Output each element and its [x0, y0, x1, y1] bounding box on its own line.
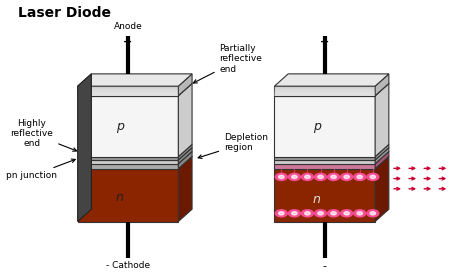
Polygon shape: [78, 74, 192, 86]
Polygon shape: [274, 90, 375, 91]
Polygon shape: [78, 157, 192, 169]
Polygon shape: [274, 164, 375, 169]
Circle shape: [318, 175, 323, 179]
Text: Anode: Anode: [114, 23, 142, 32]
Polygon shape: [78, 87, 178, 88]
Polygon shape: [178, 144, 192, 160]
Polygon shape: [78, 86, 178, 87]
Polygon shape: [375, 74, 389, 96]
Circle shape: [344, 175, 349, 179]
Text: Highly
reflective
end: Highly reflective end: [10, 119, 77, 151]
Circle shape: [370, 175, 375, 179]
Circle shape: [370, 212, 375, 215]
Polygon shape: [78, 90, 178, 91]
Polygon shape: [274, 91, 375, 92]
Circle shape: [275, 210, 287, 217]
Circle shape: [279, 175, 284, 179]
Text: n: n: [313, 193, 320, 206]
Circle shape: [344, 212, 349, 215]
Circle shape: [367, 173, 379, 181]
Text: -: -: [323, 261, 327, 271]
Polygon shape: [178, 148, 192, 164]
Circle shape: [341, 210, 353, 217]
Polygon shape: [274, 86, 375, 87]
Polygon shape: [78, 169, 178, 222]
Circle shape: [301, 173, 313, 181]
Polygon shape: [274, 93, 375, 95]
Circle shape: [328, 173, 339, 181]
Circle shape: [301, 210, 313, 217]
Polygon shape: [274, 86, 375, 96]
Text: Laser Diode: Laser Diode: [18, 6, 111, 20]
Polygon shape: [375, 151, 389, 169]
Circle shape: [275, 173, 287, 181]
Circle shape: [279, 212, 284, 215]
Polygon shape: [274, 92, 375, 93]
Text: +: +: [320, 37, 329, 47]
Polygon shape: [78, 91, 178, 92]
Polygon shape: [375, 148, 389, 164]
Polygon shape: [78, 95, 178, 96]
Polygon shape: [78, 157, 178, 160]
Polygon shape: [375, 157, 389, 222]
Polygon shape: [78, 86, 178, 96]
Circle shape: [357, 212, 363, 215]
Circle shape: [318, 212, 323, 215]
Circle shape: [292, 175, 297, 179]
Polygon shape: [178, 151, 192, 169]
Polygon shape: [178, 83, 192, 157]
Circle shape: [354, 210, 366, 217]
Polygon shape: [78, 92, 178, 93]
Circle shape: [315, 173, 327, 181]
Text: +: +: [123, 37, 133, 47]
Circle shape: [328, 210, 339, 217]
Circle shape: [331, 212, 337, 215]
Polygon shape: [78, 160, 178, 164]
Text: p: p: [116, 120, 124, 133]
Polygon shape: [78, 74, 91, 222]
Polygon shape: [274, 95, 375, 96]
Circle shape: [288, 210, 301, 217]
Polygon shape: [78, 164, 178, 169]
Text: n: n: [116, 191, 124, 204]
Circle shape: [288, 173, 301, 181]
Polygon shape: [78, 88, 178, 90]
Circle shape: [331, 175, 337, 179]
Polygon shape: [274, 88, 375, 90]
Circle shape: [305, 175, 310, 179]
Circle shape: [315, 210, 327, 217]
Circle shape: [367, 210, 379, 217]
Polygon shape: [274, 169, 375, 222]
Circle shape: [354, 173, 366, 181]
Text: Depletion
region: Depletion region: [198, 133, 268, 158]
Polygon shape: [274, 83, 389, 96]
Circle shape: [357, 175, 363, 179]
Polygon shape: [178, 157, 192, 222]
Circle shape: [341, 173, 353, 181]
Circle shape: [292, 212, 297, 215]
Text: - Cathode: - Cathode: [106, 261, 150, 270]
Text: p: p: [313, 120, 320, 133]
Text: Partially
reflective
end: Partially reflective end: [193, 44, 263, 83]
Polygon shape: [78, 96, 178, 157]
Polygon shape: [274, 96, 375, 157]
Polygon shape: [274, 160, 375, 164]
Polygon shape: [274, 87, 375, 88]
Polygon shape: [375, 144, 389, 160]
Polygon shape: [274, 74, 389, 86]
Polygon shape: [178, 74, 192, 96]
Polygon shape: [274, 157, 375, 160]
Circle shape: [305, 212, 310, 215]
Polygon shape: [78, 93, 178, 95]
Polygon shape: [274, 157, 389, 169]
Polygon shape: [78, 83, 192, 96]
Text: pn junction: pn junction: [6, 159, 75, 180]
Polygon shape: [375, 83, 389, 157]
